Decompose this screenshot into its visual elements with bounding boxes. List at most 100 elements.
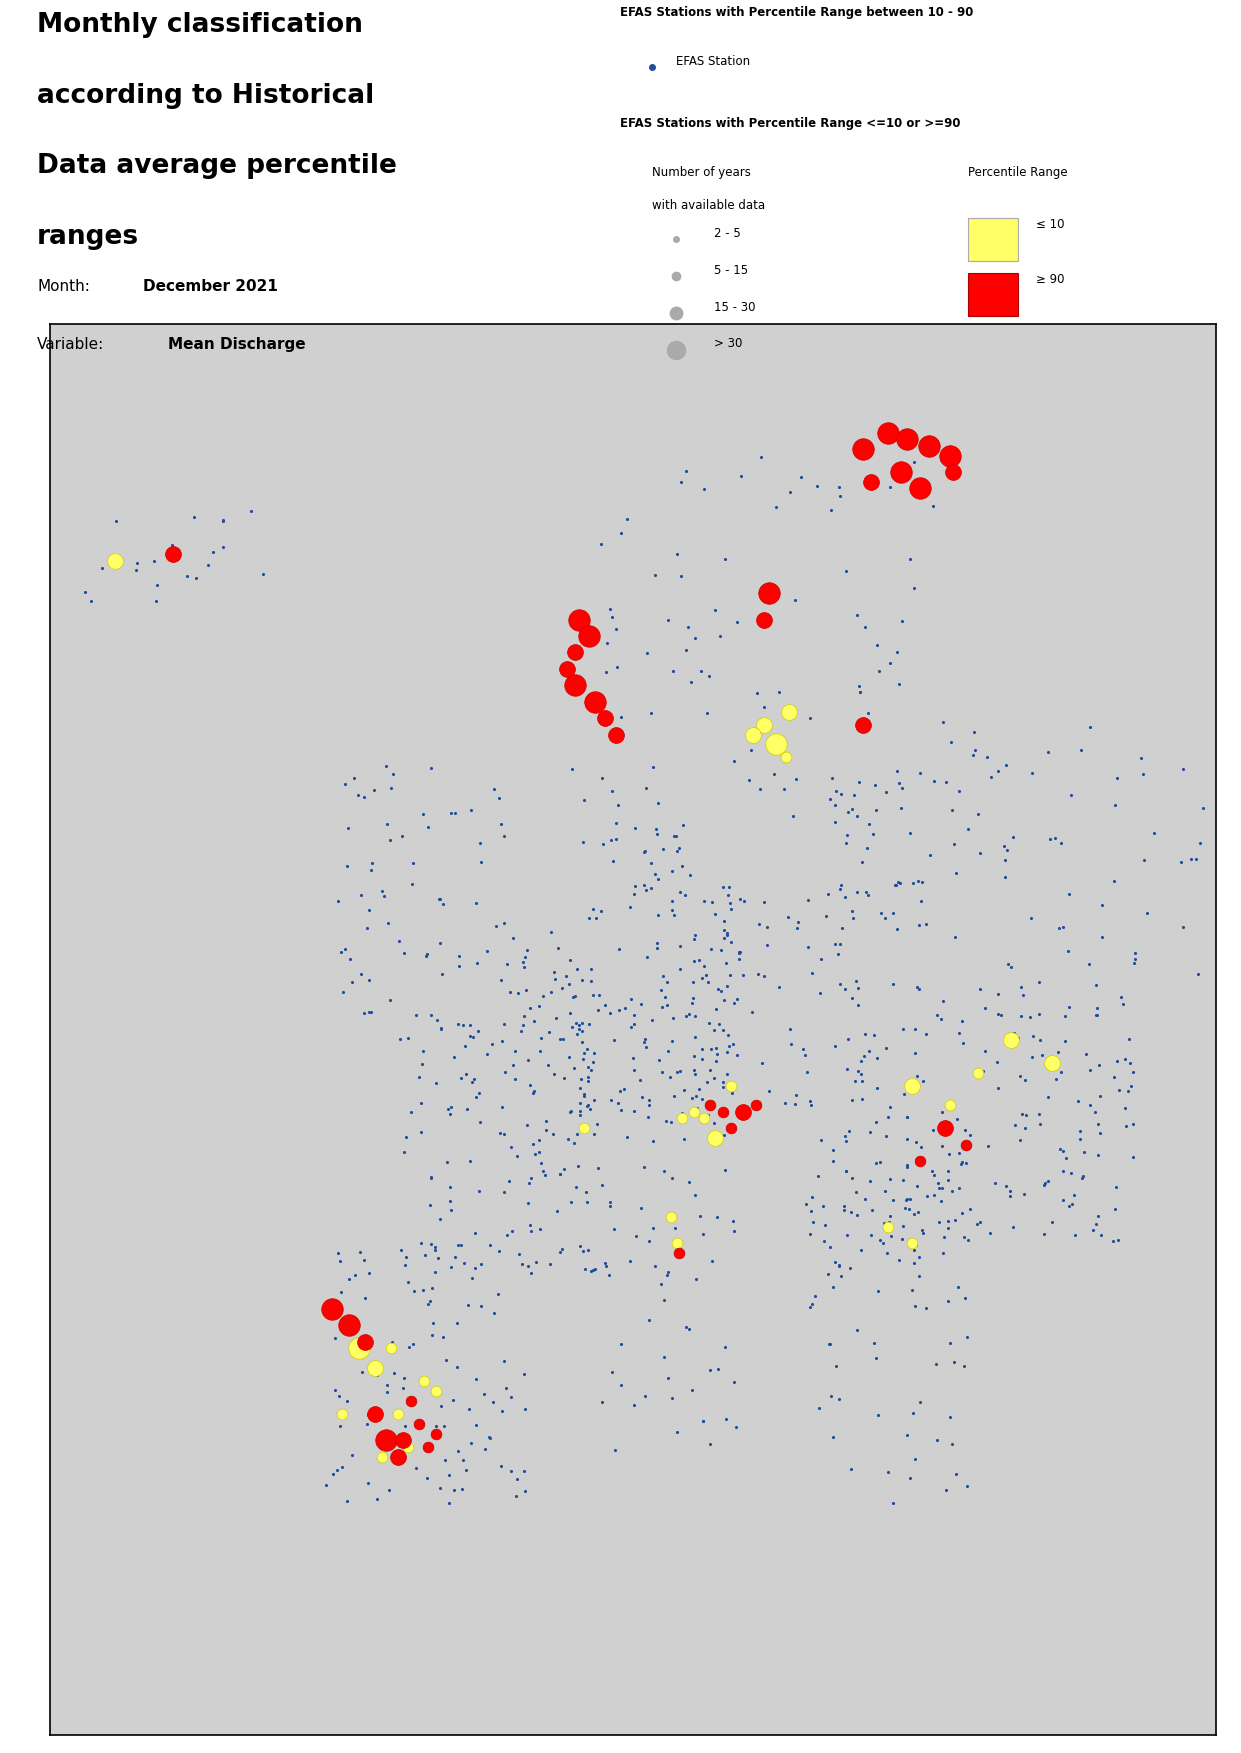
- Point: [942, 1176, 962, 1204]
- Point: [706, 1034, 726, 1062]
- Point: [583, 1255, 603, 1283]
- Point: [1051, 829, 1071, 857]
- Point: [1061, 1159, 1081, 1187]
- Point: [406, 1001, 426, 1029]
- Point: [717, 920, 737, 948]
- Point: [329, 1239, 349, 1267]
- Point: [359, 1401, 379, 1429]
- Point: [712, 873, 732, 901]
- Point: [1055, 1003, 1075, 1031]
- Point: [685, 1024, 705, 1052]
- Point: [800, 705, 820, 733]
- Point: [439, 1187, 459, 1215]
- Point: [890, 1246, 910, 1274]
- Point: [515, 1476, 535, 1504]
- Point: [446, 799, 465, 827]
- Point: [664, 901, 684, 929]
- Point: [577, 1036, 597, 1064]
- Point: [720, 873, 740, 901]
- Point: [870, 1227, 890, 1255]
- Point: [908, 1262, 928, 1290]
- Point: [957, 1324, 977, 1352]
- Point: [692, 1045, 712, 1073]
- Point: [517, 1189, 537, 1217]
- Point: [637, 640, 656, 668]
- Point: [467, 948, 486, 976]
- Point: [338, 852, 357, 880]
- Point: [577, 1115, 597, 1143]
- Point: [856, 878, 876, 906]
- Point: [778, 903, 798, 931]
- Point: [757, 931, 777, 959]
- Point: [800, 1220, 820, 1248]
- Point: [870, 1148, 890, 1176]
- Point: [323, 1460, 343, 1488]
- Point: [786, 1080, 805, 1108]
- Point: [829, 1252, 849, 1280]
- Point: [653, 992, 673, 1020]
- Point: [508, 1466, 527, 1494]
- Point: [76, 577, 96, 605]
- Bar: [968, 273, 1018, 316]
- Point: [834, 1196, 854, 1224]
- Point: [803, 1208, 823, 1236]
- Point: [578, 622, 598, 650]
- Point: [721, 889, 741, 917]
- Point: [681, 1085, 701, 1113]
- Point: [1030, 1110, 1050, 1138]
- Point: [398, 1432, 418, 1460]
- Point: [841, 1199, 861, 1227]
- Point: [570, 1097, 589, 1125]
- Point: [648, 789, 668, 817]
- Point: [906, 1231, 926, 1259]
- Point: [562, 754, 582, 782]
- Point: [685, 947, 705, 975]
- Point: [439, 1488, 459, 1516]
- Point: [524, 1078, 544, 1106]
- Point: [923, 493, 943, 521]
- Point: [886, 871, 906, 899]
- Text: ranges: ranges: [37, 224, 139, 251]
- Point: [836, 1157, 856, 1185]
- Point: [862, 1196, 882, 1224]
- Point: [947, 1104, 967, 1132]
- Point: [578, 1236, 598, 1264]
- Point: [895, 1080, 915, 1108]
- Point: [855, 1020, 875, 1048]
- Point: [377, 1378, 397, 1406]
- Point: [416, 941, 436, 969]
- Point: [1052, 1138, 1072, 1166]
- Point: [851, 1236, 871, 1264]
- Point: [851, 1066, 871, 1094]
- Point: [510, 1239, 530, 1267]
- Point: [701, 934, 721, 962]
- Point: [1092, 891, 1112, 919]
- Point: [830, 875, 850, 903]
- Point: [620, 894, 640, 922]
- Point: [545, 966, 565, 994]
- Point: [781, 1029, 800, 1057]
- Point: [814, 1227, 834, 1255]
- Point: [653, 962, 673, 990]
- Point: [594, 705, 614, 733]
- Point: [941, 1092, 961, 1120]
- Point: [1133, 761, 1153, 789]
- Point: [578, 1062, 598, 1090]
- Point: [446, 1243, 465, 1271]
- Point: [591, 898, 611, 926]
- Point: [581, 955, 601, 983]
- Point: [757, 913, 777, 941]
- Point: [576, 1255, 596, 1283]
- Point: [429, 1474, 449, 1502]
- Point: [911, 1132, 931, 1160]
- Point: [575, 1082, 594, 1110]
- Point: [922, 1115, 942, 1143]
- Text: according to Historical: according to Historical: [37, 82, 375, 109]
- Point: [525, 1139, 545, 1167]
- Point: [484, 1299, 504, 1327]
- Point: [422, 1322, 442, 1350]
- Point: [835, 975, 855, 1003]
- Point: [699, 1008, 719, 1036]
- Point: [350, 1238, 370, 1266]
- Point: [536, 1106, 556, 1134]
